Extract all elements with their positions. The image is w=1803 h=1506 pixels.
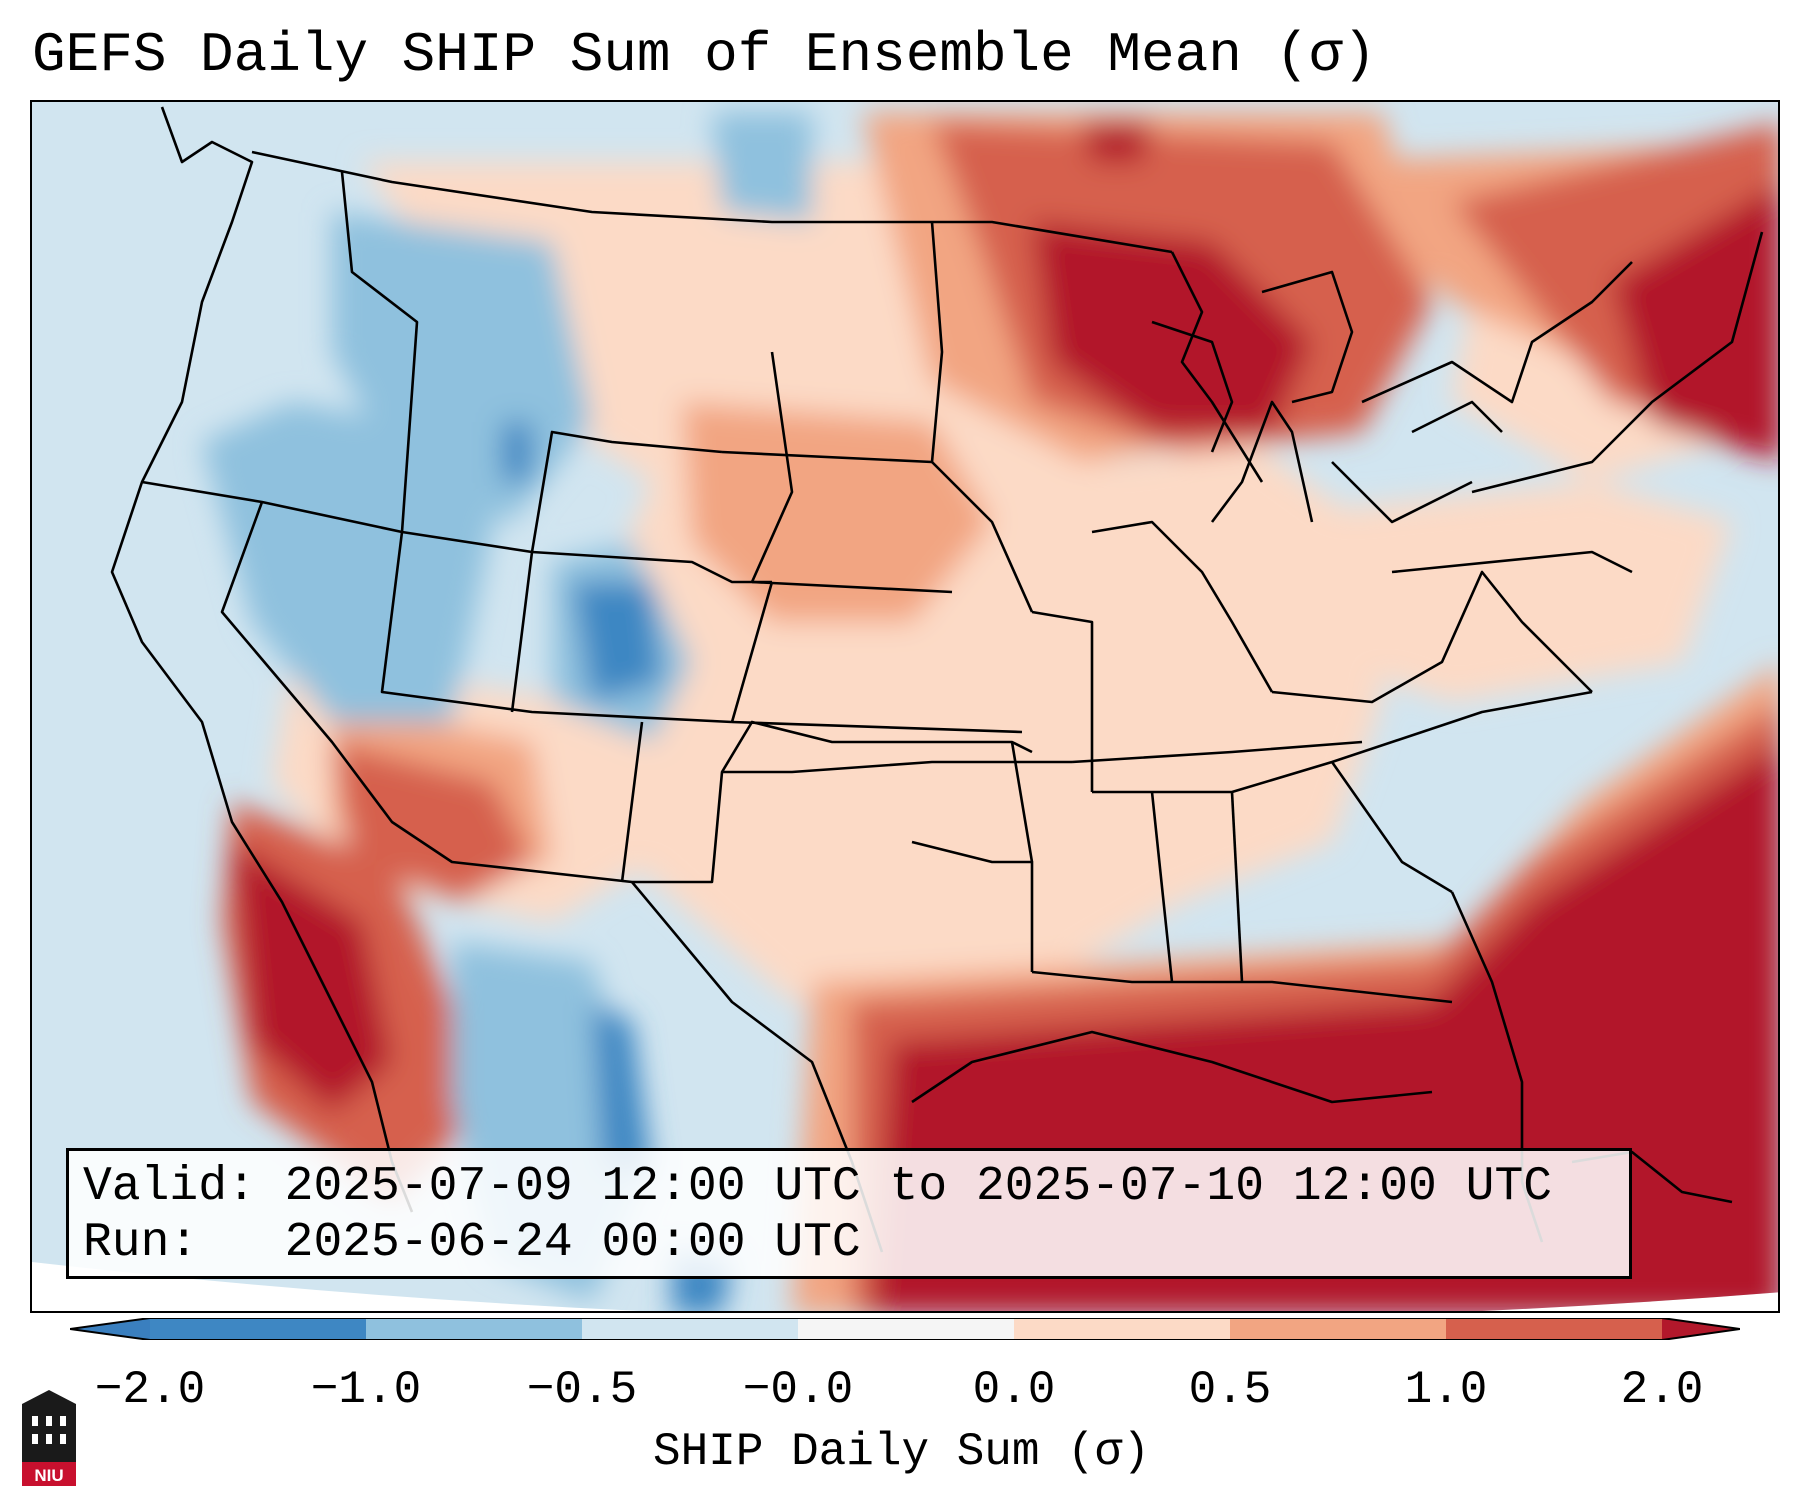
- ship-anomaly-map: [32, 102, 1778, 1311]
- validity-info-box: Valid: 2025-07-09 12:00 UTC to 2025-07-1…: [66, 1148, 1632, 1279]
- colorbar-tick-label: −1.0: [310, 1364, 422, 1416]
- colorbar-label: SHIP Daily Sum (σ): [653, 1426, 1150, 1478]
- run-label: Run:: [83, 1216, 199, 1270]
- colorbar-tick-label: −0.0: [742, 1364, 854, 1416]
- colorbar-tick-label: 0.0: [972, 1364, 1056, 1416]
- colorbar-bin: [366, 1318, 582, 1340]
- colorbar-bin: [798, 1318, 1014, 1340]
- colorbar-bin: [1446, 1318, 1662, 1340]
- chart-title: GEFS Daily SHIP Sum of Ensemble Mean (σ): [32, 23, 1377, 87]
- colorbar-bin: [1230, 1318, 1446, 1340]
- run-value: 2025-06-24 00:00 UTC: [284, 1216, 861, 1270]
- colorbar-tick-label: 1.0: [1404, 1364, 1488, 1416]
- svg-text:NIU: NIU: [34, 1466, 63, 1485]
- colorbar-bin: [1014, 1318, 1230, 1340]
- colorbar-tick-label: 2.0: [1620, 1364, 1704, 1416]
- anomaly-field: [32, 102, 1778, 1311]
- colorbar-bin: [582, 1318, 798, 1340]
- colorbar-below-min: [70, 1318, 150, 1340]
- colorbar-bar: [69, 1317, 1741, 1341]
- colorbar-tick-label: −2.0: [94, 1364, 206, 1416]
- niu-logo-icon: NIU: [20, 1390, 78, 1486]
- colorbar: [69, 1317, 1741, 1341]
- colorbar-tick-label: 0.5: [1188, 1364, 1272, 1416]
- colorbar-above-max: [1662, 1318, 1740, 1340]
- valid-row: Valid: 2025-07-09 12:00 UTC to 2025-07-1…: [83, 1159, 1629, 1215]
- valid-label: Valid:: [83, 1160, 256, 1214]
- run-row: Run: 2025-06-24 00:00 UTC: [83, 1215, 1629, 1271]
- valid-value: 2025-07-09 12:00 UTC to 2025-07-10 12:00…: [284, 1160, 1553, 1214]
- colorbar-bin: [150, 1318, 366, 1340]
- map-panel: [30, 100, 1780, 1313]
- colorbar-tick-label: −0.5: [526, 1364, 638, 1416]
